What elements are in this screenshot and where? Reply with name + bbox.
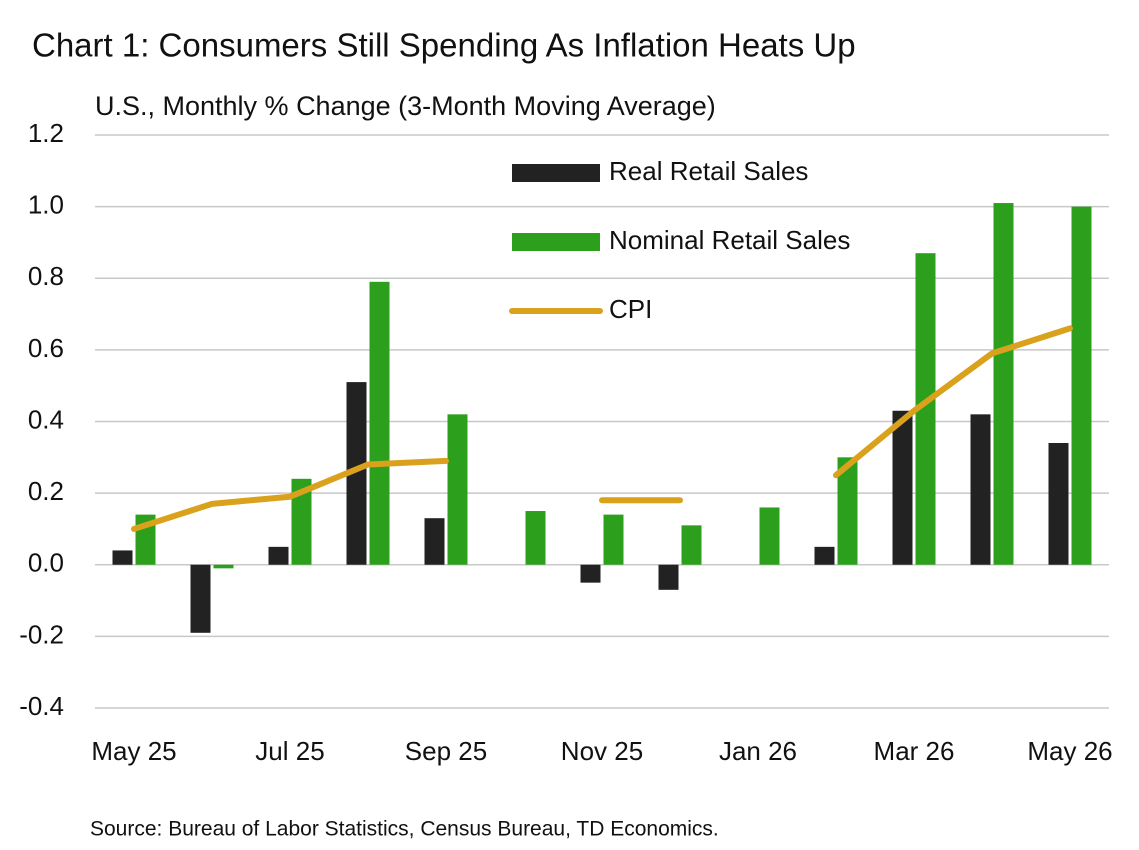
bar bbox=[1048, 442, 1069, 565]
bar bbox=[346, 382, 367, 565]
y-tick-label: -0.2 bbox=[19, 619, 64, 649]
bar bbox=[112, 550, 133, 565]
x-tick-label: Jan 26 bbox=[719, 736, 797, 766]
x-tick-label: Sep 25 bbox=[405, 736, 487, 766]
y-tick-label: 0.4 bbox=[28, 404, 64, 434]
y-tick-label: 0.8 bbox=[28, 261, 64, 291]
bar bbox=[424, 518, 445, 565]
y-tick-label: 1.2 bbox=[28, 118, 64, 148]
legend-swatch bbox=[512, 164, 600, 182]
bar bbox=[603, 514, 624, 565]
bar bbox=[892, 410, 913, 565]
bar bbox=[993, 203, 1014, 565]
bar bbox=[447, 414, 468, 565]
x-tick-label: May 26 bbox=[1027, 736, 1112, 766]
bar bbox=[1071, 206, 1092, 565]
bar bbox=[291, 478, 312, 565]
chart-subtitle: U.S., Monthly % Change (3-Month Moving A… bbox=[95, 91, 716, 121]
x-tick-label: Mar 26 bbox=[874, 736, 955, 766]
source-note: Source: Bureau of Labor Statistics, Cens… bbox=[90, 818, 719, 841]
bar bbox=[369, 281, 390, 565]
y-tick-label: 0.0 bbox=[28, 548, 64, 578]
bar bbox=[837, 457, 858, 565]
bar bbox=[814, 546, 835, 565]
y-tick-label: 0.2 bbox=[28, 476, 64, 506]
bar bbox=[190, 564, 211, 633]
bar bbox=[658, 564, 679, 590]
legend-label: Nominal Retail Sales bbox=[609, 225, 850, 255]
bar bbox=[580, 564, 601, 583]
y-tick-label: -0.4 bbox=[19, 691, 64, 721]
chart-title: Chart 1: Consumers Still Spending As Inf… bbox=[32, 27, 856, 64]
legend-label: Real Retail Sales bbox=[609, 156, 808, 186]
y-tick-label: 0.6 bbox=[28, 333, 64, 363]
bar bbox=[970, 414, 991, 565]
bar bbox=[525, 511, 546, 565]
legend-label: CPI bbox=[609, 294, 652, 324]
bar bbox=[915, 253, 936, 565]
bar bbox=[213, 564, 234, 569]
legend-swatch bbox=[512, 233, 600, 251]
bar bbox=[681, 525, 702, 565]
x-tick-label: May 25 bbox=[91, 736, 176, 766]
x-tick-label: Nov 25 bbox=[561, 736, 643, 766]
bar bbox=[268, 546, 289, 565]
y-tick-label: 1.0 bbox=[28, 190, 64, 220]
x-tick-label: Jul 25 bbox=[255, 736, 324, 766]
line bbox=[131, 325, 1073, 532]
bar bbox=[759, 507, 780, 565]
